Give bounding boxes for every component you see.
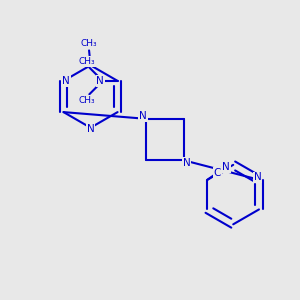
Text: N: N <box>87 124 94 134</box>
Text: C: C <box>214 168 221 178</box>
Text: CH₃: CH₃ <box>79 57 95 66</box>
Text: CH₃: CH₃ <box>81 38 98 47</box>
Text: CH₃: CH₃ <box>79 96 95 105</box>
Text: N: N <box>222 162 230 172</box>
Text: N: N <box>183 158 190 168</box>
Text: N: N <box>62 76 70 86</box>
Text: N: N <box>97 76 104 86</box>
Text: N: N <box>139 111 147 122</box>
Text: N: N <box>254 172 261 182</box>
